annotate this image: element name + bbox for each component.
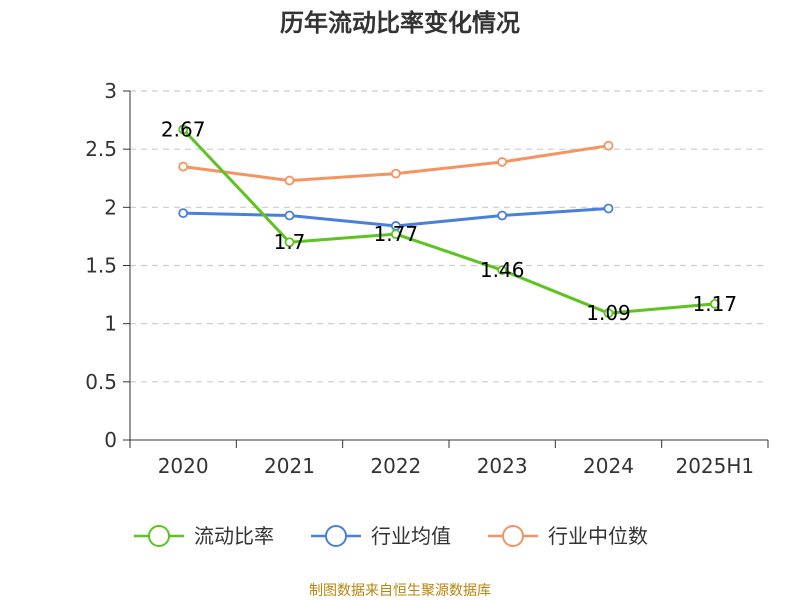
y-tick-label: 1 xyxy=(104,312,117,336)
data-labels: 2.67 1.7 1.77 1.46 1.09 1.17 xyxy=(161,117,737,325)
series-2-point[interactable] xyxy=(284,175,295,186)
y-tick-label: 3 xyxy=(104,79,117,103)
x-tick-label: 2025H1 xyxy=(675,454,754,478)
y-tick-label: 0 xyxy=(104,428,117,452)
y-tick-label: 0.5 xyxy=(85,370,117,394)
series-2-point[interactable] xyxy=(178,161,189,172)
legend-item-1[interactable]: 行业均值 xyxy=(311,524,451,548)
x-tick-label: 2020 xyxy=(158,454,209,478)
chart-title: 历年流动比率变化情况 xyxy=(280,9,520,37)
source-note: 制图数据来自恒生聚源数据库 xyxy=(309,583,491,599)
x-tick-label: 2023 xyxy=(477,454,528,478)
axes: 0 0.5 1 1.5 2 2.5 3 2020 2021 2022 2023 2024 2025H1 xyxy=(85,79,769,478)
data-label: 1.17 xyxy=(693,292,738,316)
series-2-point[interactable] xyxy=(497,157,508,167)
series-1-point[interactable] xyxy=(497,210,508,221)
x-tick-label: 2022 xyxy=(370,454,421,478)
series-line-0[interactable] xyxy=(182,128,715,315)
legend[interactable]: 流动比率 行业均值 行业中位数 xyxy=(134,524,648,548)
series-0-point[interactable] xyxy=(284,237,295,248)
series-1-point[interactable] xyxy=(284,210,295,221)
series-2-point[interactable] xyxy=(390,168,401,179)
series-0-point[interactable] xyxy=(603,308,614,319)
data-label: 1.7 xyxy=(274,230,306,254)
legend-label: 流动比率 xyxy=(194,524,274,548)
series-0-point[interactable] xyxy=(178,124,189,135)
series-0-point[interactable] xyxy=(390,229,401,239)
y-tick-label: 2 xyxy=(104,195,117,219)
data-label: 1.77 xyxy=(374,222,419,246)
series-1-point[interactable] xyxy=(178,208,189,219)
data-label: 1.46 xyxy=(480,258,525,282)
legend-marker xyxy=(148,525,170,547)
series-lines xyxy=(178,124,720,319)
series-2-point[interactable] xyxy=(603,140,614,151)
x-tick-label: 2024 xyxy=(583,454,634,478)
series-0-point[interactable] xyxy=(497,265,508,276)
legend-item-0[interactable]: 流动比率 xyxy=(134,524,274,548)
data-label: 1.09 xyxy=(586,301,631,325)
grid-lines xyxy=(130,90,768,383)
series-0-point[interactable] xyxy=(709,298,720,309)
legend-marker xyxy=(502,525,524,547)
legend-marker xyxy=(325,525,347,547)
y-tick-label: 2.5 xyxy=(85,137,117,161)
y-tick-label: 1.5 xyxy=(85,254,117,278)
legend-label: 行业均值 xyxy=(371,524,451,548)
x-tick-label: 2021 xyxy=(264,454,315,478)
data-label: 2.67 xyxy=(161,117,206,141)
legend-label: 行业中位数 xyxy=(548,524,648,548)
legend-item-2[interactable]: 行业中位数 xyxy=(488,524,648,548)
series-1-point[interactable] xyxy=(603,203,614,214)
